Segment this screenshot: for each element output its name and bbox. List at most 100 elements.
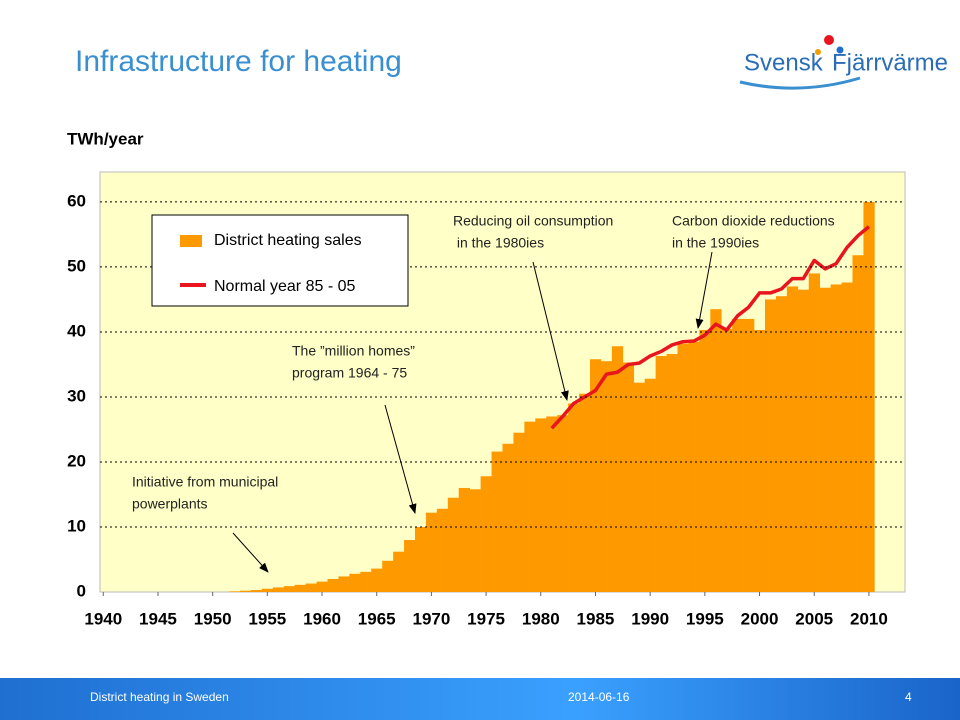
annotation: in the 1980ies (453, 235, 544, 251)
bar (338, 576, 350, 592)
bar (754, 329, 766, 592)
footer-bar (0, 678, 960, 720)
bar (349, 573, 361, 592)
annotation: The ”million homes” (292, 343, 415, 359)
logo-text: Svensk (744, 49, 824, 76)
annotation: Carbon dioxide reductions (672, 213, 835, 229)
logo: Svensk Fjärrvärme (739, 35, 948, 90)
bar (327, 578, 339, 592)
x-tick-label: 1960 (303, 609, 341, 628)
bar (622, 362, 635, 592)
bar (316, 581, 328, 592)
bar (436, 508, 449, 592)
bar (633, 382, 645, 592)
y-tick-label: 10 (67, 516, 86, 535)
bar (655, 355, 667, 592)
bar (502, 443, 514, 592)
bar (611, 346, 624, 592)
y-tick-label: 50 (67, 256, 86, 275)
bar (425, 512, 438, 592)
x-tick-label: 1945 (139, 609, 177, 628)
x-tick-label: 1950 (194, 609, 232, 628)
bar (808, 273, 820, 592)
annotation-arrow (532, 261, 569, 401)
x-tick-label: 2010 (850, 609, 888, 628)
logo-dot (824, 35, 834, 45)
bar (283, 586, 295, 592)
bar (765, 299, 777, 592)
bar (732, 318, 744, 592)
bar (841, 282, 853, 592)
annotation: Initiative from municipal (132, 474, 278, 490)
bar (491, 451, 503, 592)
x-tick-label: 1965 (358, 609, 396, 628)
x-tick-label: 1975 (467, 609, 505, 628)
bar (863, 201, 875, 593)
plot: 0 10 20 30 40 50 60 1940 1945 1950 1955 1960 1965 197… (67, 191, 905, 628)
legend-swatch (180, 235, 202, 247)
bar (272, 587, 285, 592)
bar (590, 359, 602, 592)
bar (557, 415, 569, 592)
bar (819, 287, 831, 592)
bar (480, 476, 492, 592)
bar (797, 289, 810, 592)
legend: District heating sales Normal year 85 - 0… (151, 214, 409, 307)
bar (458, 487, 470, 592)
bar (360, 571, 372, 592)
y-axis-label: TWh/year (67, 129, 144, 148)
y-tick-label: 40 (67, 321, 86, 340)
x-tick-label: 1995 (686, 609, 724, 628)
bar (382, 560, 394, 592)
lines (550, 225, 871, 430)
bar (688, 341, 700, 592)
legend-box (151, 214, 409, 307)
bar (404, 539, 416, 592)
bar (666, 354, 678, 592)
legend-label: District heating sales (214, 232, 362, 249)
bar (600, 361, 613, 592)
bar (546, 416, 558, 592)
annotation-arrow (695, 251, 713, 329)
logo-text: Fjärrvärme (832, 49, 948, 76)
bar (721, 328, 733, 592)
y-tick-label: 30 (67, 386, 86, 405)
bar (261, 588, 274, 592)
bar (852, 255, 864, 592)
bar (524, 421, 536, 592)
x-tick-label: 1980 (522, 609, 560, 628)
bar (644, 378, 656, 592)
bar (775, 296, 788, 592)
bar (469, 489, 481, 592)
bar (677, 343, 689, 592)
bar (699, 329, 711, 592)
logo-dot (815, 49, 821, 55)
annotation: in the 1990ies (672, 235, 759, 251)
y-tick-label: 20 (67, 451, 86, 470)
logo-dot (836, 46, 844, 54)
line (550, 225, 871, 430)
x-tick-label: 1955 (248, 609, 286, 628)
bar (294, 584, 306, 592)
bar (786, 286, 799, 592)
grid (100, 201, 905, 528)
annotation-arrow (232, 532, 269, 573)
bar (830, 284, 842, 592)
bar (305, 583, 317, 592)
page-number: 4 (905, 690, 912, 704)
bar (240, 590, 252, 592)
bar (447, 497, 460, 592)
y-tick-label: 60 (67, 191, 86, 210)
annotation: powerplants (132, 496, 208, 512)
logo-swoosh (739, 76, 861, 90)
x-tick-label: 1970 (412, 609, 450, 628)
footer-date: 2014-06-16 (568, 690, 630, 704)
bar (513, 432, 525, 592)
x-tick-label: 2005 (795, 609, 833, 628)
x-tick-label: 1985 (577, 609, 615, 628)
footer-text: District heating in Sweden (90, 690, 229, 704)
slide-title: Infrastructure for heating (75, 45, 402, 78)
bar (393, 551, 405, 592)
bar (535, 418, 547, 592)
x-tick-label: 1990 (631, 609, 669, 628)
